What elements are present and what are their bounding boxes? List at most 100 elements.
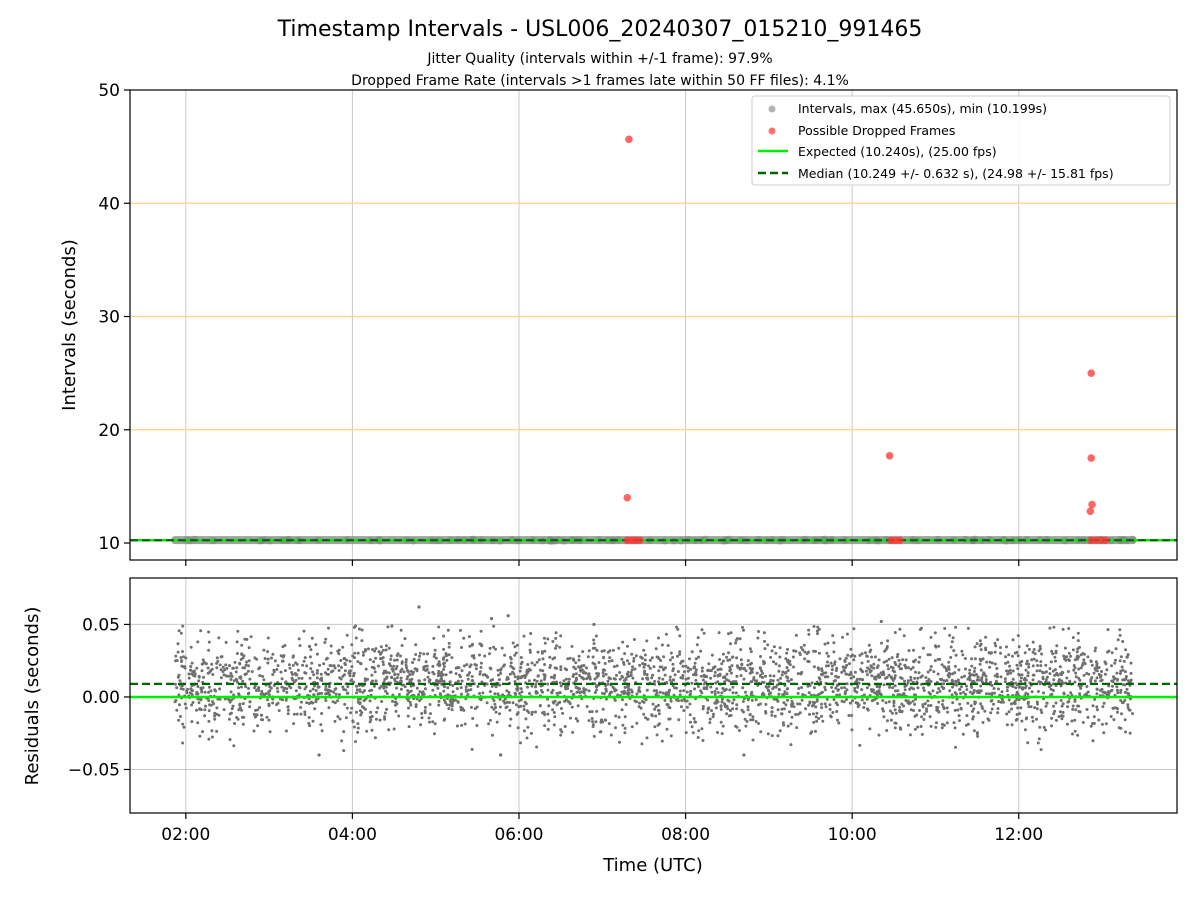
- residual-point: [604, 718, 608, 722]
- residual-point: [569, 689, 573, 693]
- residual-point: [1031, 719, 1035, 723]
- residual-point: [526, 725, 530, 729]
- residual-point: [637, 688, 641, 692]
- residual-point: [218, 663, 222, 667]
- residual-point: [657, 636, 660, 640]
- residual-point: [1011, 669, 1015, 673]
- residual-point: [697, 655, 701, 659]
- residual-point: [885, 676, 889, 679]
- residual-point: [431, 688, 435, 692]
- residual-point: [211, 673, 215, 676]
- residual-point: [606, 682, 610, 686]
- residual-point: [658, 722, 661, 726]
- residual-point: [543, 663, 547, 666]
- residual-point: [1039, 680, 1043, 684]
- legend-dropped-marker: [768, 127, 776, 135]
- residual-point: [504, 706, 508, 710]
- residual-point: [927, 691, 931, 695]
- residual-point: [1033, 706, 1037, 710]
- residual-point: [190, 703, 194, 707]
- residual-point: [786, 647, 789, 651]
- residual-point: [294, 678, 298, 682]
- residual-point: [227, 717, 231, 721]
- residual-point: [1031, 673, 1035, 677]
- residual-point: [648, 658, 652, 662]
- residual-point: [207, 737, 211, 741]
- residual-point: [629, 688, 633, 692]
- residual-point: [470, 643, 474, 647]
- residual-point: [831, 690, 835, 694]
- residual-point: [591, 720, 594, 724]
- residual-point: [1018, 712, 1022, 716]
- residual-point: [948, 633, 952, 637]
- residual-point: [333, 666, 337, 670]
- residual-point: [546, 688, 550, 692]
- residual-point: [196, 721, 200, 725]
- residual-point: [373, 736, 377, 740]
- residual-point: [315, 652, 319, 656]
- dropped-frame-point: [1087, 369, 1096, 377]
- residual-point: [375, 710, 378, 714]
- residual-point: [643, 658, 647, 662]
- residual-point: [1090, 676, 1094, 680]
- residual-point: [235, 666, 239, 670]
- residual-point: [849, 647, 853, 651]
- residual-point: [746, 663, 750, 667]
- residual-point: [975, 673, 978, 676]
- residual-point: [543, 713, 547, 717]
- residual-point: [1018, 661, 1022, 665]
- residual-point: [684, 731, 688, 735]
- residual-point: [807, 628, 811, 632]
- residual-point: [590, 717, 594, 720]
- residual-point: [302, 659, 306, 663]
- residual-point: [467, 635, 471, 639]
- intervals-y-tick-label: 20: [98, 421, 120, 441]
- residual-point: [345, 706, 349, 710]
- residual-point: [364, 667, 368, 671]
- residual-point: [654, 714, 658, 718]
- residual-point: [817, 651, 821, 655]
- residual-point: [915, 713, 919, 717]
- residual-point: [729, 631, 733, 635]
- residual-point: [1004, 661, 1008, 665]
- residual-point: [400, 660, 404, 664]
- residual-point: [870, 674, 874, 678]
- residual-point: [385, 676, 388, 680]
- residual-point: [632, 638, 636, 641]
- residual-point: [599, 720, 603, 724]
- residual-point: [791, 655, 795, 659]
- residual-point: [803, 657, 807, 661]
- x-tick-label: 04:00: [328, 825, 377, 845]
- residual-point: [1066, 700, 1070, 704]
- residual-point: [611, 648, 615, 652]
- residual-point: [215, 729, 219, 733]
- residual-point: [721, 724, 725, 728]
- residual-point: [894, 663, 898, 667]
- residual-point: [247, 646, 251, 650]
- residual-point: [802, 643, 806, 647]
- residual-point: [382, 680, 386, 684]
- residual-point: [373, 670, 377, 674]
- residual-point: [657, 680, 660, 684]
- residual-point: [175, 686, 179, 690]
- residual-point: [1026, 674, 1030, 678]
- residual-point: [529, 731, 533, 735]
- residual-point: [1074, 671, 1078, 675]
- residual-point: [1017, 685, 1021, 689]
- residual-point: [935, 691, 939, 695]
- residual-point: [290, 676, 294, 680]
- residual-point: [781, 693, 785, 697]
- residual-point: [314, 689, 318, 692]
- residual-point: [821, 719, 825, 723]
- residual-point: [845, 632, 849, 636]
- residual-point: [366, 677, 370, 681]
- residual-point: [916, 686, 920, 690]
- residual-point: [511, 670, 514, 674]
- residual-point: [823, 642, 827, 646]
- residual-point: [262, 648, 266, 652]
- residual-point: [287, 663, 291, 667]
- residual-point: [570, 644, 574, 648]
- residual-point: [858, 743, 862, 747]
- residual-point: [313, 707, 317, 711]
- residual-point: [358, 688, 362, 692]
